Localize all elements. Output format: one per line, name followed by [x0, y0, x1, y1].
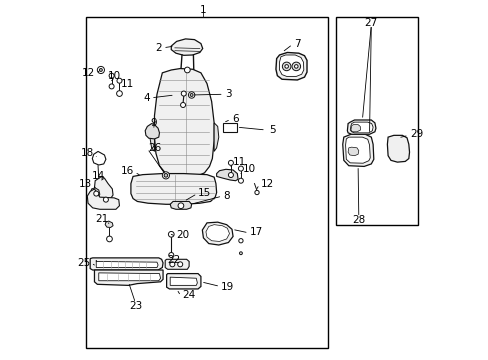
Circle shape [228, 160, 233, 165]
Polygon shape [350, 125, 360, 132]
Circle shape [178, 203, 183, 208]
Polygon shape [154, 68, 214, 177]
Polygon shape [94, 270, 163, 285]
Circle shape [99, 68, 102, 71]
Text: 11: 11 [121, 78, 134, 89]
Circle shape [254, 190, 259, 195]
Polygon shape [87, 189, 119, 209]
Circle shape [184, 67, 190, 73]
Text: 14: 14 [92, 171, 105, 181]
Circle shape [106, 236, 112, 242]
Text: 9: 9 [150, 118, 156, 128]
Text: 26: 26 [148, 143, 161, 153]
Circle shape [168, 252, 173, 257]
Text: 20: 20 [176, 230, 189, 240]
Text: 1: 1 [200, 5, 206, 15]
Circle shape [180, 103, 185, 108]
Text: 19: 19 [221, 282, 234, 292]
Text: 17: 17 [249, 227, 263, 237]
Text: 22: 22 [167, 255, 181, 265]
Text: 23: 23 [129, 301, 142, 311]
Polygon shape [90, 258, 163, 270]
Circle shape [282, 62, 290, 71]
Polygon shape [275, 53, 306, 80]
Text: 11: 11 [232, 157, 245, 167]
Bar [335, 18, 417, 225]
Circle shape [109, 73, 114, 78]
Circle shape [190, 94, 193, 96]
Circle shape [285, 64, 288, 68]
Polygon shape [105, 221, 113, 228]
Circle shape [294, 64, 298, 68]
Polygon shape [149, 123, 154, 152]
Circle shape [162, 172, 169, 179]
Text: 4: 4 [143, 93, 149, 103]
Polygon shape [166, 274, 201, 289]
Polygon shape [214, 123, 218, 152]
Circle shape [103, 197, 108, 202]
Circle shape [188, 92, 194, 98]
Polygon shape [99, 273, 160, 281]
Polygon shape [223, 123, 236, 132]
Polygon shape [346, 120, 375, 134]
Text: 27: 27 [364, 18, 377, 28]
Polygon shape [386, 135, 408, 162]
Circle shape [109, 84, 114, 89]
Text: 2: 2 [155, 43, 162, 53]
Text: 3: 3 [224, 89, 231, 99]
Polygon shape [205, 225, 229, 242]
Text: 13: 13 [79, 179, 92, 189]
Text: 21: 21 [95, 214, 108, 224]
Text: 29: 29 [410, 129, 423, 139]
Text: 12: 12 [82, 68, 95, 78]
Circle shape [168, 231, 174, 237]
Text: 15: 15 [198, 188, 211, 198]
Circle shape [291, 62, 300, 71]
Bar [85, 18, 328, 348]
Circle shape [238, 166, 243, 171]
Circle shape [164, 174, 167, 177]
Polygon shape [342, 134, 373, 166]
Circle shape [169, 262, 175, 267]
Polygon shape [170, 202, 191, 209]
Polygon shape [349, 122, 372, 133]
Circle shape [177, 262, 183, 267]
Text: 7: 7 [294, 39, 301, 49]
Polygon shape [347, 147, 358, 156]
Text: 10: 10 [242, 164, 255, 174]
Text: 28: 28 [351, 215, 365, 225]
Circle shape [117, 78, 122, 83]
Text: 24: 24 [182, 290, 195, 300]
Polygon shape [345, 137, 369, 163]
Text: 25: 25 [77, 258, 90, 268]
Polygon shape [131, 174, 216, 204]
Text: 18: 18 [81, 148, 94, 158]
Circle shape [116, 91, 122, 96]
Text: 6: 6 [231, 114, 238, 124]
Polygon shape [96, 260, 158, 267]
Text: 12: 12 [260, 179, 273, 189]
Circle shape [239, 252, 242, 255]
Polygon shape [90, 188, 100, 199]
Circle shape [238, 239, 243, 243]
Polygon shape [170, 277, 197, 285]
Text: 8: 8 [223, 191, 229, 201]
Polygon shape [165, 259, 189, 269]
Circle shape [181, 91, 186, 96]
Circle shape [228, 172, 233, 177]
Circle shape [97, 66, 104, 73]
Text: 16: 16 [120, 166, 134, 176]
Polygon shape [279, 55, 303, 76]
Polygon shape [171, 39, 203, 55]
Polygon shape [216, 169, 238, 181]
Text: 10: 10 [107, 71, 121, 81]
Polygon shape [145, 123, 159, 139]
Polygon shape [94, 176, 113, 200]
Text: 5: 5 [269, 125, 276, 135]
Circle shape [94, 191, 99, 196]
Circle shape [238, 178, 243, 183]
Polygon shape [202, 222, 233, 245]
